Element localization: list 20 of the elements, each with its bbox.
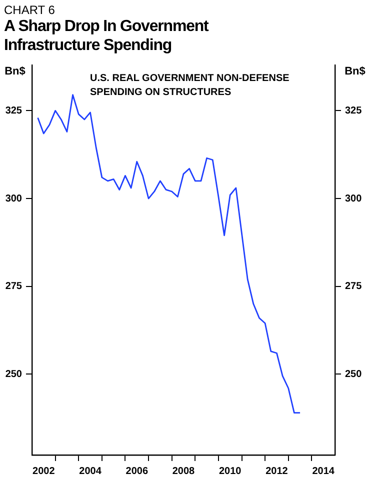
annotation: U.S. REAL GOVERNMENT NON-DEFENSE SPENDING ON STRUCTURES (90, 72, 290, 98)
chart-title: A Sharp Drop In Government Infrastructure Spending (4, 17, 210, 55)
x-tick-label: 2014 (312, 466, 335, 477)
y-tick-label: 250 (5, 368, 22, 380)
x-tick-label: 2004 (79, 466, 102, 477)
y2-tick-label: 250 (345, 368, 362, 380)
y-tick-label: 300 (5, 193, 22, 204)
y2-tick-label: 275 (345, 281, 362, 292)
y2-axis-title: Bn$ (344, 66, 366, 78)
x-tick-label: 2002 (32, 466, 56, 477)
y-tick-label: 325 (5, 105, 22, 116)
chart-subtitle: CHART 6 (4, 3, 56, 17)
y2-tick-label: 300 (345, 193, 362, 204)
x-tick-label: 2010 (218, 466, 242, 477)
y-axis-title: Bn$ (4, 66, 26, 78)
x-tick-label: 2012 (266, 466, 288, 477)
y2-tick-label: 325 (345, 105, 362, 116)
x-tick-label: 2008 (172, 466, 196, 477)
x-tick-label: 2006 (126, 466, 148, 477)
y-tick-label: 275 (5, 281, 22, 292)
